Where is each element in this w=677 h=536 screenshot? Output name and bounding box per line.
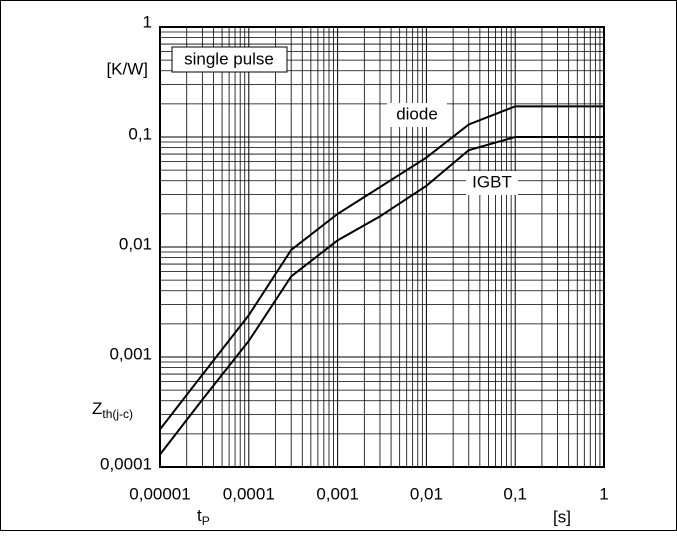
annotation: single pulse (184, 49, 274, 68)
series-line (159, 105, 604, 430)
series-line (159, 136, 604, 456)
y-tick-label: 0,01 (119, 234, 152, 253)
y-axis-label: Zth(j-c) (92, 399, 133, 421)
plot-border (159, 26, 605, 468)
x-tick-label: 0,0001 (223, 484, 275, 503)
y-tick-label: 0,001 (109, 344, 152, 363)
series-label: diode (396, 104, 438, 123)
x-label-sub: P (202, 514, 210, 528)
x-tick-label: 0,00001 (129, 484, 190, 503)
y-tick-label: 0,1 (128, 124, 152, 143)
y-label-sub: th(j-c) (102, 407, 133, 421)
x-axis-label: tP (197, 506, 210, 528)
x-tick-label: 0,01 (410, 484, 443, 503)
label-background (387, 103, 447, 127)
x-unit: [s] (553, 507, 571, 526)
series-label: IGBT (472, 172, 512, 191)
y-tick-label: 0,0001 (100, 454, 152, 473)
x-tick-label: 1 (599, 484, 608, 503)
y-label-main: Z (92, 399, 102, 418)
y-unit: [K/W] (106, 59, 148, 78)
x-tick-label: 0,001 (316, 484, 359, 503)
x-tick-label: 0,1 (503, 484, 527, 503)
label-background (466, 171, 518, 195)
x-label-main: t (197, 506, 202, 525)
annotation-box (171, 46, 288, 73)
y-tick-label: 1 (143, 12, 152, 31)
